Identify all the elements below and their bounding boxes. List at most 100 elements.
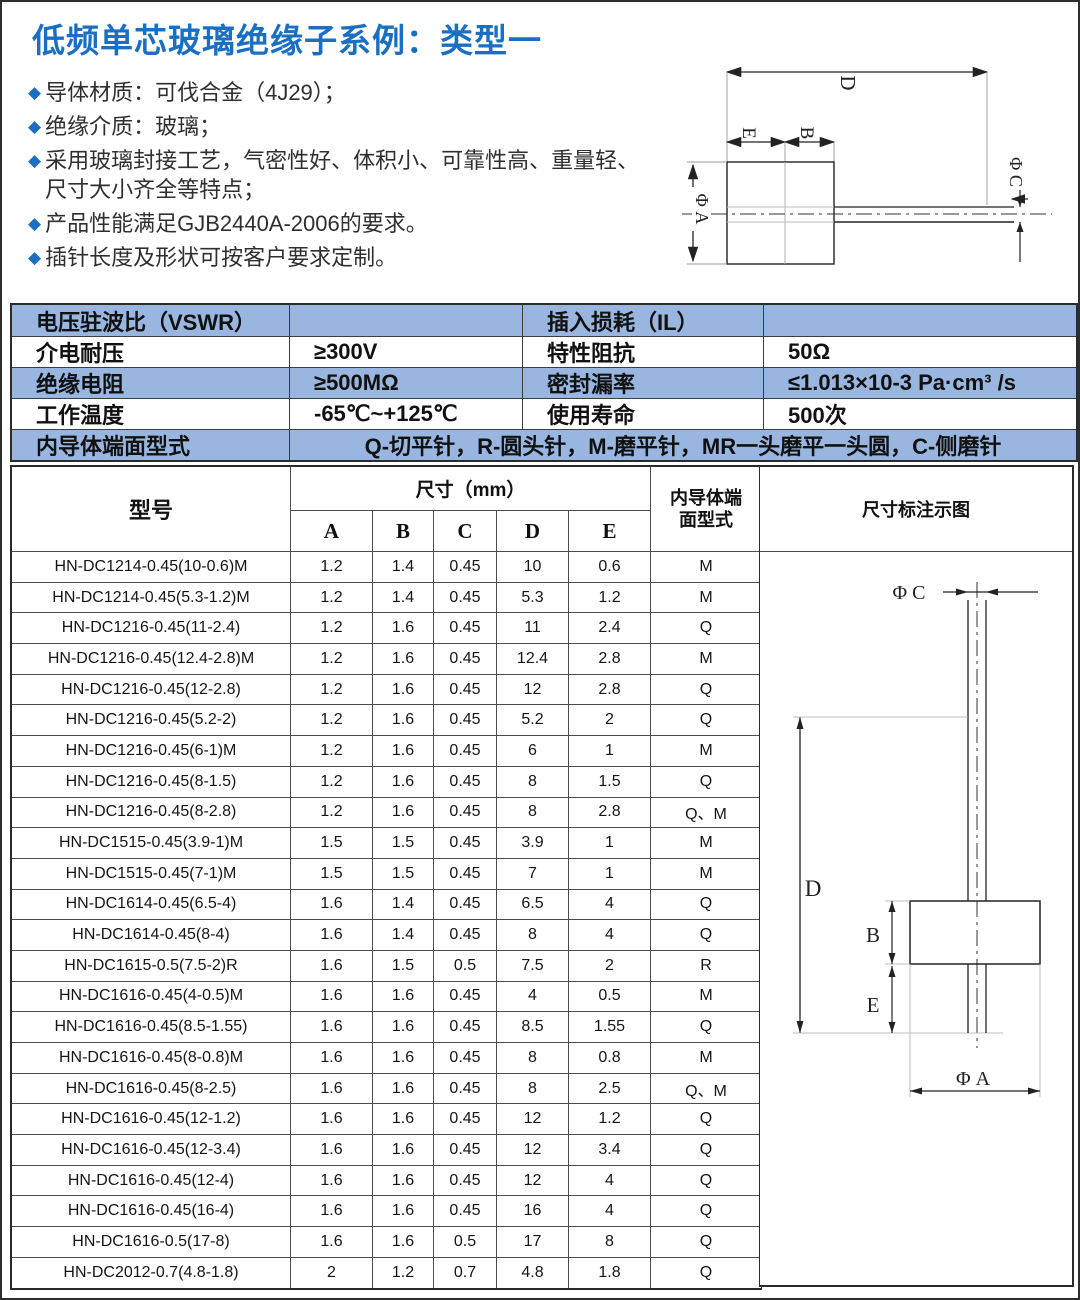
dim-e-cell: 2.8 [568,673,650,705]
dim-e-cell: 4 [568,919,650,950]
dim-d-cell: 3.9 [496,827,568,858]
dim-c-cell: 0.45 [433,735,496,766]
model-cell: HN-DC1614-0.45(6.5-4) [12,888,290,920]
dim-b-cell: 1.6 [372,704,433,736]
spec-label: 使用寿命 [522,398,763,429]
spec-table: 电压驻波比（VSWR） 插入损耗（IL） 介电耐压 ≥300V 特性阻抗 50Ω… [10,303,1078,462]
dim-label-phi-a: Φ A [692,194,712,225]
model-cell: HN-DC1216-0.45(12-2.8) [12,673,290,705]
model-cell: HN-DC1216-0.45(11-2.4) [12,612,290,643]
spec-label: 插入损耗（IL） [522,305,763,336]
spec-value: ≤1.013×10-3 Pa·cm³ /s [763,367,1076,398]
models-table: 型号 尺寸（mm） 内导体端 面型式 A B C D E HN-DC1214-0… [10,465,762,1290]
dim-b-cell: 1.5 [372,857,433,889]
dim-c-cell: 0.45 [433,643,496,674]
feature-text: 绝缘介质：玻璃； [45,114,222,139]
model-cell: HN-DC1216-0.45(5.2-2) [12,704,290,735]
header-dimension-diagram: D E B Φ A Φ C [682,66,1052,265]
face-type-cell: Q [650,919,761,950]
dim-a-cell: 1.2 [290,612,372,644]
dim-c-cell: 0.45 [433,796,496,828]
face-type-cell: M [650,735,761,766]
dim-e-cell: 1.5 [568,765,650,797]
feature-text: 采用玻璃封接工艺，气密性好、体积小、可靠性高、重量轻、 尺寸大小齐全等特点； [45,148,640,202]
model-cell: HN-DC1616-0.45(4-0.5)M [12,980,290,1012]
feature-item: ◆ 插针长度及形状可按客户要求定制。 [28,243,688,272]
dim-c-cell: 0.45 [433,581,496,613]
face-type-cell: Q [650,704,761,736]
dim-b-cell: 1.6 [372,1042,433,1073]
dim-b-cell: 1.5 [372,827,433,858]
model-cell: HN-DC1616-0.45(8-2.5) [12,1072,290,1104]
model-cell: HN-DC1615-0.5(7.5-2)R [12,949,290,981]
dim-d-cell: 12 [496,1103,568,1135]
spec-label: 绝缘电阻 [12,367,289,398]
diamond-bullet-icon: ◆ [28,248,42,267]
spec-value: ≥300V [289,336,522,367]
dim-a-cell: 1.2 [290,735,372,766]
diamond-bullet-icon: ◆ [28,214,42,233]
feature-list: ◆ 导体材质：可伐合金（4J29）； ◆ 绝缘介质：玻璃； ◆ 采用玻璃封接工艺… [28,78,688,277]
dim-c-cell: 0.7 [433,1256,496,1288]
feature-item: ◆ 产品性能满足GJB2440A-2006的要求。 [28,209,688,238]
spec-label: 工作温度 [12,398,289,429]
face-type-cell: Q [650,1103,761,1135]
dim-d-cell: 7 [496,857,568,889]
dim-a-cell: 1.2 [290,673,372,705]
dim-d-cell: 10 [496,551,568,582]
dim-b-cell: 1.6 [372,1226,433,1257]
dim-b-cell: 1.6 [372,765,433,797]
dim-e-cell: 8 [568,1226,650,1257]
dim-d-cell: 8 [496,1072,568,1104]
dim-e-cell: 2 [568,949,650,981]
model-cell: HN-DC1214-0.45(10-0.6)M [12,551,290,582]
face-type-cell: Q [650,1164,761,1196]
dim-a-cell: 1.6 [290,949,372,981]
dim-b-cell: 1.6 [372,1072,433,1104]
dim-c-cell: 0.45 [433,857,496,889]
dim-c-cell: 0.45 [433,888,496,920]
model-cell: HN-DC1515-0.45(7-1)M [12,857,290,889]
dim-d-cell: 8 [496,919,568,950]
spec-value: Q-切平针，R-圆头针，M-磨平针，MR一头磨平一头圆，C-侧磨针 [289,429,1076,460]
face-type-cell: Q [650,673,761,705]
dim-e-cell: 2.8 [568,796,650,828]
dim-b-cell: 1.6 [372,1164,433,1196]
feature-item: ◆ 导体材质：可伐合金（4J29）； [28,78,688,107]
face-type-cell: Q [650,765,761,797]
feature-item: ◆ 绝缘介质：玻璃； [28,112,688,141]
dim-c-cell: 0.45 [433,765,496,797]
column-header-model: 型号 [128,498,173,523]
face-type-cell: M [650,1042,761,1073]
face-type-cell: M [650,827,761,858]
face-type-cell: Q、M [650,796,761,828]
spec-value: 50Ω [763,336,1076,367]
column-header-size-group: 尺寸（mm） [290,467,650,510]
dim-c-cell: 0.45 [433,1134,496,1165]
model-cell: HN-DC1616-0.45(12-1.2) [12,1103,290,1134]
dim-b-cell: 1.6 [372,643,433,674]
spec-label: 密封漏率 [522,367,763,398]
dim-b-cell: 1.6 [372,1103,433,1135]
column-header-c: C [433,510,496,551]
dim-c-cell: 0.45 [433,919,496,950]
model-cell: HN-DC1616-0.5(17-8) [12,1226,290,1257]
dim-a-cell: 1.2 [290,796,372,828]
dim-c-cell: 0.45 [433,551,496,582]
spec-value: -65℃~+125℃ [289,398,522,429]
dim-e-cell: 4 [568,1195,650,1227]
dim-a-cell: 1.2 [290,551,372,582]
dim-b-cell: 1.4 [372,888,433,920]
dim-d-cell: 5.3 [496,581,568,613]
dim-d-cell: 12 [496,673,568,705]
face-type-cell: R [650,949,761,981]
dim-e-cell: 1.2 [568,581,650,613]
dim-label-phi-c: Φ C [893,582,926,604]
dim-c-cell: 0.5 [433,1226,496,1257]
dim-b-cell: 1.6 [372,1134,433,1165]
dim-d-cell: 5.2 [496,704,568,736]
dim-b-cell: 1.4 [372,919,433,950]
column-header-d: D [496,510,568,551]
dim-b-cell: 1.6 [372,735,433,766]
spec-label: 介电耐压 [12,336,289,367]
